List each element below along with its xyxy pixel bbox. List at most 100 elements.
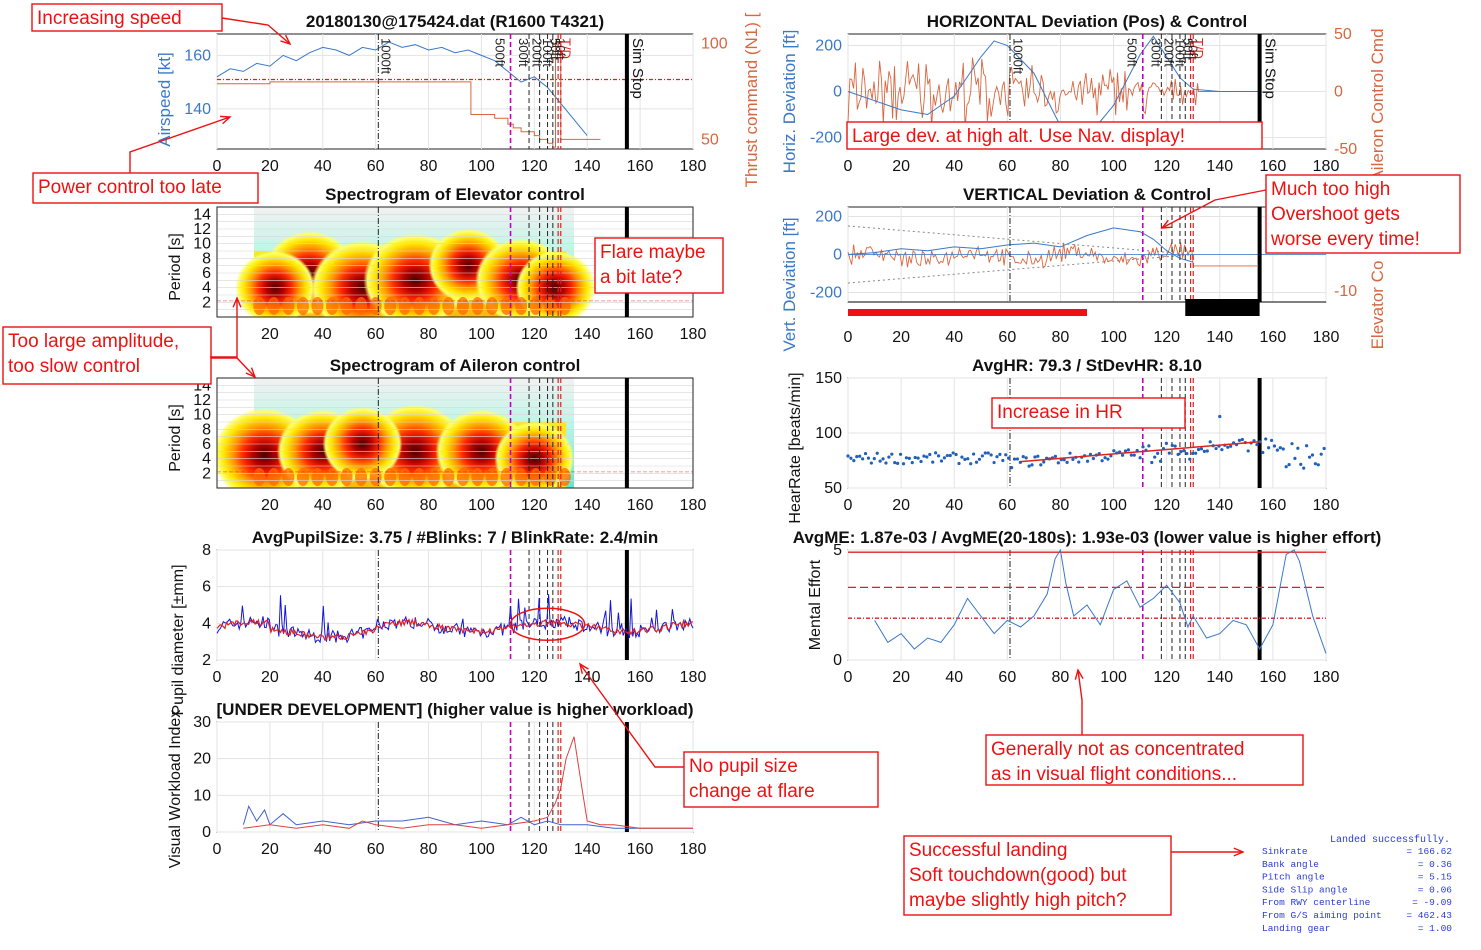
spectrogram-ridge — [253, 468, 266, 486]
y-tick-label: -200 — [810, 285, 842, 302]
annotation-arrow-line — [211, 357, 256, 378]
landing-report-label: Side Slip angle — [1262, 884, 1348, 895]
annotation-amplitude: Too large amplitude, too slow control — [2, 326, 212, 385]
arrow-head — [280, 34, 292, 46]
x-tick-label: 40 — [945, 158, 963, 175]
x-tick-label: 20 — [261, 669, 279, 686]
spectrogram-ridge — [267, 297, 280, 315]
x-tick-label: 100 — [468, 326, 495, 343]
heart-rate-point — [1021, 455, 1025, 459]
y-tick-label: 6 — [202, 265, 211, 282]
vertical-deviation-chart: 020406080100120140160180-2000200-100VERT… — [780, 185, 1387, 352]
heart-rate-point — [1167, 451, 1171, 455]
y-tick-label: 10 — [193, 407, 211, 424]
heart-rate-point — [931, 460, 935, 464]
chart-title: AvgPupilSize: 3.75 / #Blinks: 7 / BlinkR… — [252, 528, 659, 547]
y-axis-label: Thrust command (N1) [ — [742, 12, 761, 187]
heart-rate-point — [1170, 443, 1174, 448]
heart-rate-point — [1126, 448, 1131, 452]
heart-rate-point — [1275, 448, 1280, 452]
heart-rate-point — [1138, 456, 1142, 460]
y-axis-label: Mental Effort — [807, 559, 824, 650]
heart-rate-point — [1042, 460, 1046, 464]
heart-rate-point — [1147, 444, 1151, 448]
y-tick-label: 200 — [815, 38, 842, 55]
y-tick-label: 10 — [193, 236, 211, 253]
x-tick-label: 0 — [213, 669, 222, 686]
y-axis-label: Period [s] — [167, 233, 184, 301]
heart-rate-point — [1302, 466, 1306, 470]
x-tick-label: 180 — [680, 841, 707, 858]
annotation-box — [903, 835, 1172, 916]
x-tick-label: 40 — [314, 497, 332, 514]
y-tick-label: 30 — [193, 714, 211, 731]
arrow-head — [245, 367, 257, 379]
heart-rate-point — [925, 455, 929, 459]
x-tick-label: 120 — [1153, 497, 1180, 514]
annotation-box — [594, 237, 724, 294]
x-tick-label: 0 — [844, 497, 853, 514]
spectrogram-ridge — [456, 468, 469, 486]
x-tick-label: 160 — [627, 841, 654, 858]
spectrogram-ridge — [471, 297, 484, 315]
heart-rate-point — [1281, 447, 1285, 451]
arrow-power-late — [129, 115, 232, 173]
heart-rate-point — [1158, 459, 1163, 463]
y-tick-label: 4 — [202, 451, 211, 468]
y-tick-label: 20 — [193, 751, 211, 768]
altitude-marker-label: 300ft — [1148, 38, 1163, 67]
y-axis-label: Airspeed [kt] — [155, 52, 174, 147]
heart-rate-point — [980, 454, 984, 458]
annotation-increasing-speed: Increasing speed — [31, 3, 223, 32]
chart-title: 20180130@175424.dat (R1600 T4321) — [306, 12, 604, 31]
pupil-chart: 0 20 40 60 80 100 120 140 160 180 2 4 6 8 AvgPupilSize… — [170, 528, 706, 716]
annotation-text: Flare maybe — [600, 242, 706, 263]
x-tick-label: 80 — [1052, 329, 1070, 346]
altitude-marker-label: 300ft — [516, 38, 531, 67]
heart-rate-point — [936, 454, 941, 458]
heart-rate-point — [1100, 459, 1104, 463]
spectrogram-ridge — [311, 468, 324, 486]
heart-rate-point — [1307, 455, 1312, 459]
heart-rate-point — [1296, 446, 1300, 450]
heart-rate-point — [869, 461, 873, 465]
annotation-text: as in visual flight conditions... — [991, 764, 1237, 785]
aileron-spectrogram: 20 40 60 80 100 120 140 160 1802468101214Spectro… — [167, 356, 706, 514]
speed-chart: 0 20 40 60 80 100 120 140 160 180 140 160 50 100 20180… — [155, 12, 761, 187]
heart-rate-point — [913, 455, 917, 460]
heart-rate-point — [1185, 451, 1189, 456]
spectrogram-ridge — [398, 297, 411, 315]
altitude-marker-label: 50ft — [1180, 38, 1195, 60]
heart-rate-point — [893, 461, 897, 465]
heart-rate-point — [1065, 460, 1069, 464]
altitude-marker-label: 100ft — [1172, 38, 1187, 67]
annotation-flare-late: Flare maybe a bit late? — [594, 237, 724, 294]
x-tick-label: 120 — [1153, 329, 1180, 346]
heart-rate-point — [904, 456, 909, 460]
y-tick-label: 4 — [202, 615, 211, 632]
altitude-marker-label: 100ft — [540, 38, 555, 67]
arrow-head — [232, 296, 242, 308]
x-tick-label: 40 — [314, 841, 332, 858]
heart-rate-point — [969, 462, 973, 466]
spectrogram-ridge — [442, 468, 455, 486]
x-tick-label: 60 — [998, 329, 1016, 346]
y-tick-label: 5 — [833, 542, 842, 559]
workload-series-line — [242, 804, 693, 829]
heart-rate-point — [1150, 460, 1154, 465]
heart-rate-point — [1237, 438, 1242, 442]
heart-rate-point — [858, 454, 862, 458]
y-tick-label: 0 — [833, 652, 842, 669]
heart-rate-chart: 0 20 40 60 80 100 120 140 160 180 50 100 150 AvgHR: 7… — [787, 356, 1339, 524]
pupil-left-series-line — [216, 594, 694, 644]
heart-rate-point — [1313, 462, 1317, 466]
chart-title: HORIZONTAL Deviation (Pos) & Control — [927, 12, 1247, 31]
x-tick-label: 180 — [680, 497, 707, 514]
x-tick-label: 20 — [261, 326, 279, 343]
landing-report-value: = 0.06 — [1418, 884, 1453, 895]
x-tick-label: 80 — [420, 158, 438, 175]
heart-rate-point — [1120, 453, 1125, 457]
spectrogram-ridge — [340, 468, 353, 486]
annotation-text: too slow control — [8, 356, 140, 377]
heart-rate-point — [910, 461, 914, 465]
